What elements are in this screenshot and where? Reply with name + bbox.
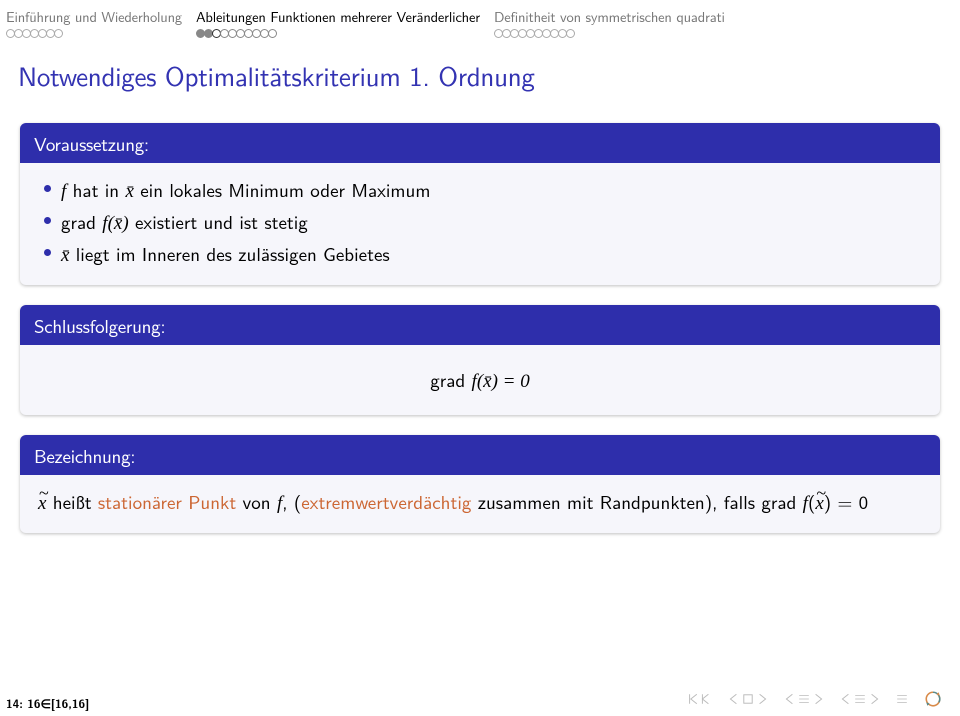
bullet-icon [44, 217, 51, 224]
section-1-dots [6, 29, 182, 38]
block-bezeichnung-body: x heißt stationärer Punkt von f, (extrem… [20, 475, 940, 533]
section-3-dots [494, 29, 725, 38]
section-1-title: Einführung und Wiederholung [6, 6, 182, 27]
block-voraussetzung-body: f hat in x̄ ein lokales Minimum oder Max… [20, 163, 940, 285]
bullet-1: f hat in x̄ ein lokales Minimum oder Max… [38, 175, 922, 203]
nav-refresh[interactable] [924, 690, 942, 708]
section-3-title: Definitheit von symmetrischen quadrati [494, 6, 725, 27]
section-2-dots [196, 29, 480, 38]
slide-title: Notwendiges Optimalitätskriterium 1. Ord… [18, 56, 960, 95]
bullet-icon [44, 185, 51, 192]
block-schlussfolgerung: Schlussfolgerung: grad f(x̄) = 0 [20, 305, 940, 415]
section-2-title: Ableitungen Funktionen mehrerer Veränder… [196, 6, 480, 27]
block-voraussetzung-header: Voraussetzung: [20, 123, 940, 163]
block-schlussfolgerung-header: Schlussfolgerung: [20, 305, 940, 345]
block-bezeichnung-header: Bezeichnung: [20, 435, 940, 475]
nav-sub-prev[interactable] [784, 693, 824, 705]
nav-prev[interactable] [728, 693, 768, 705]
nav-sub-next[interactable] [840, 693, 880, 705]
nav-first[interactable] [686, 693, 712, 705]
section-3[interactable]: Definitheit von symmetrischen quadrati [492, 6, 727, 38]
block-voraussetzung: Voraussetzung: f hat in x̄ ein lokales M… [20, 123, 940, 285]
block-bezeichnung: Bezeichnung: x heißt stationärer Punkt v… [20, 435, 940, 533]
block-schlussfolgerung-body: grad f(x̄) = 0 [20, 345, 940, 415]
bullet-icon [44, 249, 51, 256]
bullet-3: x̄ liegt im Inneren des zulässigen Gebie… [38, 239, 922, 267]
section-2[interactable]: Ableitungen Funktionen mehrerer Veränder… [194, 6, 482, 38]
footer-page-indicator: 14: 16∈[16,16] [6, 694, 89, 712]
beamer-header: Einführung und Wiederholung Ableitungen … [0, 0, 960, 38]
nav-last[interactable] [896, 693, 908, 705]
bullet-2: grad f(x̄) existiert und ist stetig [38, 207, 922, 235]
nav-controls [686, 690, 942, 708]
section-1[interactable]: Einführung und Wiederholung [4, 6, 184, 38]
